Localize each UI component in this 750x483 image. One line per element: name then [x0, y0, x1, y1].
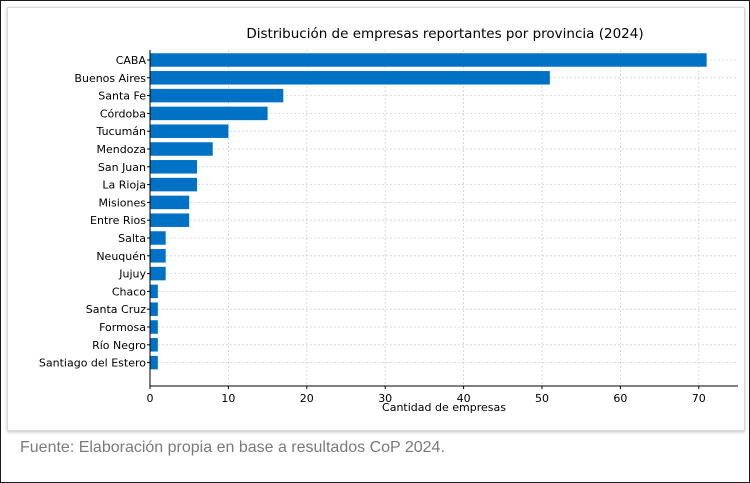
y-tick-label: Formosa — [99, 321, 146, 334]
y-tick-label: Entre Rios — [90, 214, 146, 227]
bar — [150, 355, 158, 370]
bar — [150, 53, 707, 67]
x-axis-label: Cantidad de empresas — [382, 401, 506, 414]
bar — [150, 320, 158, 334]
x-tick-label: 70 — [692, 392, 706, 405]
x-tick-label: 10 — [221, 392, 235, 405]
y-tick-label: Misiones — [98, 196, 146, 209]
x-tick-label: 40 — [457, 392, 471, 405]
y-tick-label: Tucumán — [96, 125, 146, 138]
y-tick-label: Mendoza — [97, 143, 146, 156]
x-tick-label: 30 — [378, 392, 392, 405]
y-tick-label: La Rioja — [102, 179, 146, 192]
y-tick-label: Santa Cruz — [86, 303, 146, 316]
x-tick-label: 60 — [613, 392, 627, 405]
bars — [150, 53, 707, 370]
y-tick-label: Córdoba — [100, 107, 146, 120]
x-tick-label: 50 — [535, 392, 549, 405]
bar — [150, 142, 213, 156]
x-tick-label: 20 — [300, 392, 314, 405]
y-tick-label: San Juan — [98, 161, 146, 174]
y-tick-label: CABA — [116, 54, 147, 67]
bar — [150, 231, 166, 245]
bar — [150, 88, 284, 103]
axes: CABA Buenos Aires Santa Fe Córdoba Tucumán Me… — [39, 50, 738, 405]
y-tick-label: Santa Fe — [98, 90, 146, 103]
bar — [150, 124, 229, 138]
source-caption: Fuente: Elaboración propia en base a res… — [20, 439, 445, 456]
chart-figure: Distribución de empresas reportantes por… — [7, 7, 745, 431]
y-tick-label: Neuquén — [96, 250, 146, 263]
bar — [150, 284, 158, 299]
bar — [150, 71, 550, 85]
bar — [150, 266, 166, 281]
bar — [150, 177, 198, 192]
y-tick-label: Chaco — [112, 285, 146, 298]
y-tick-label: Río Negro — [92, 339, 146, 352]
y-tick-label: Jujuy — [118, 268, 146, 281]
chart-title: Distribución de empresas reportantes por… — [246, 26, 643, 42]
bar — [150, 106, 268, 121]
y-tick-label: Santiago del Estero — [39, 357, 146, 370]
bar — [150, 338, 158, 352]
y-tick-label: Salta — [118, 232, 146, 245]
bar — [150, 302, 158, 316]
bar — [150, 249, 166, 263]
bar — [150, 160, 198, 174]
x-tick-label: 0 — [147, 392, 154, 405]
bar — [150, 195, 190, 210]
y-tick-label: Buenos Aires — [74, 72, 146, 85]
bar-chart: Distribución de empresas reportantes por… — [39, 26, 738, 414]
bar — [150, 213, 190, 227]
